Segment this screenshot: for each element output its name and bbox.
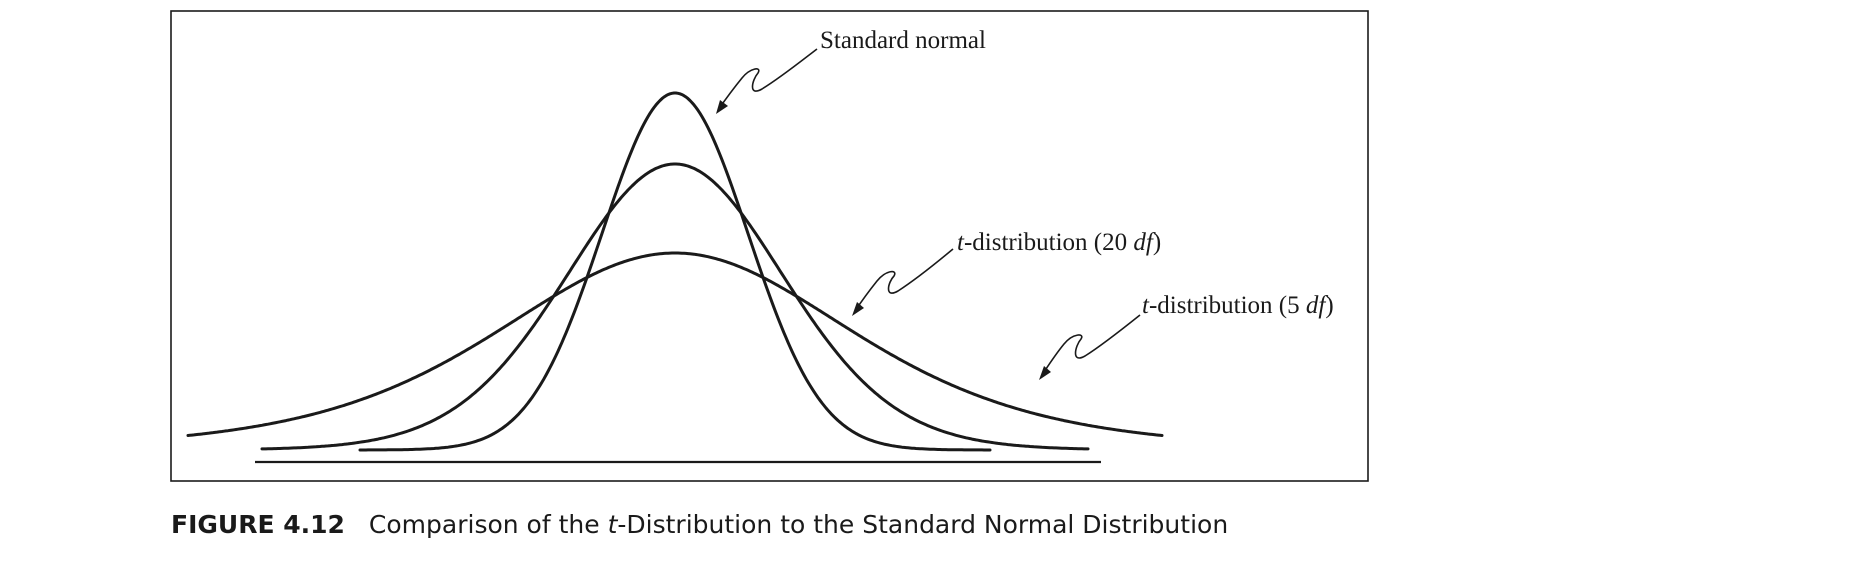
t5-label-t: t	[1142, 292, 1150, 319]
standard-normal-arrowhead	[716, 100, 728, 114]
t5-leader	[1041, 314, 1141, 376]
t20-leader	[854, 248, 954, 312]
caption-pre: Comparison of the	[368, 510, 608, 539]
standard-normal-label: Standard normal	[820, 27, 986, 54]
t20-label-df: df	[1133, 229, 1156, 256]
standard-normal-leader	[717, 48, 818, 111]
t20-label: t-distribution (20 df)	[957, 229, 1161, 256]
t20-arrowhead	[852, 302, 864, 316]
standard-normal-curve	[358, 91, 992, 452]
caption-italic-t: t	[607, 510, 618, 539]
t20-label-mid: -distribution (20	[964, 229, 1133, 256]
t-distribution-5df-curve	[186, 251, 1164, 437]
t-distribution-20df-curve	[260, 162, 1090, 451]
t5-arrowhead	[1039, 366, 1051, 380]
t5-label-df: df	[1306, 292, 1329, 319]
t20-label-t: t	[957, 229, 965, 256]
t5-label-close: )	[1325, 292, 1333, 319]
t5-label-mid: -distribution (5	[1149, 292, 1306, 319]
figure-number: FIGURE 4.12	[171, 510, 345, 539]
figure-frame	[170, 10, 1369, 482]
caption-post: -Distribution to the Standard Normal Dis…	[617, 510, 1229, 539]
t20-label-close: )	[1153, 229, 1161, 256]
figure-diagram: Standard normal t-distribution (20 df) t…	[170, 10, 1369, 482]
t5-label: t-distribution (5 df)	[1142, 292, 1334, 319]
figure-caption: FIGURE 4.12 Comparison of the t-Distribut…	[171, 510, 1228, 539]
